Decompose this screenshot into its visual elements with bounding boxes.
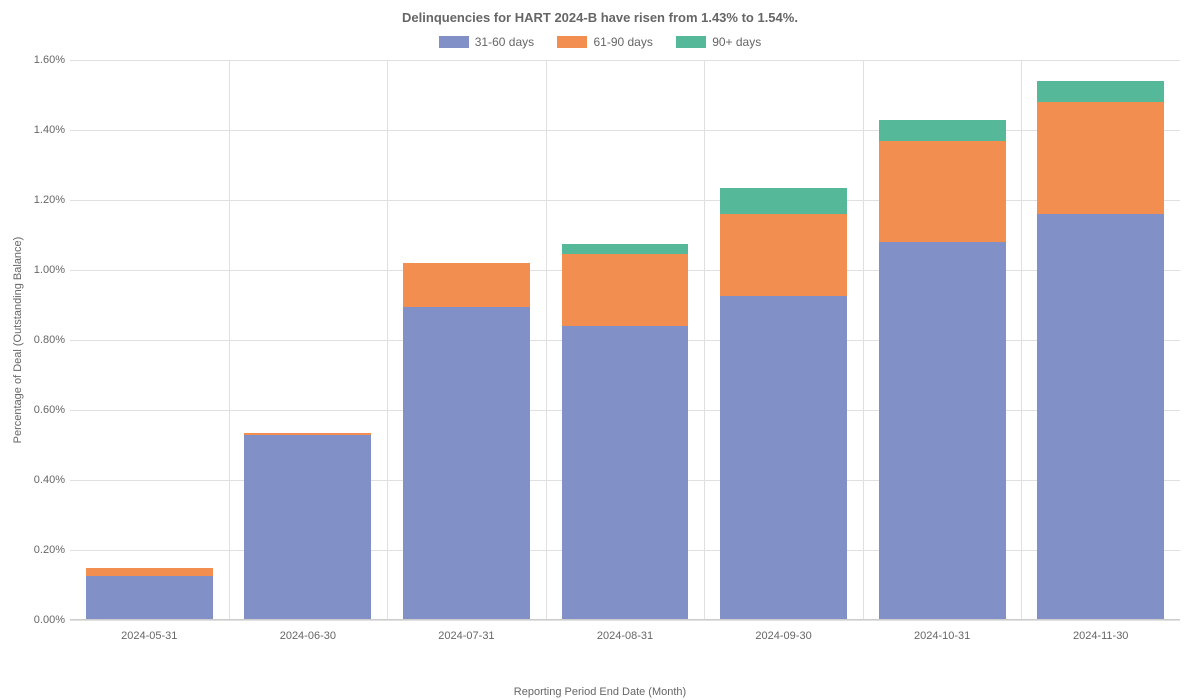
plot-area: 0.00%0.20%0.40%0.60%0.80%1.00%1.20%1.40%… [70, 60, 1180, 650]
x-tick-label: 2024-06-30 [280, 630, 336, 642]
y-tick-label: 1.60% [15, 54, 65, 66]
x-tick-label: 2024-08-31 [597, 630, 653, 642]
legend-label: 61-90 days [593, 35, 652, 49]
legend-swatch [557, 36, 587, 48]
y-tick-label: 0.80% [15, 334, 65, 346]
x-tick-label: 2024-07-31 [438, 630, 494, 642]
legend-item-31-60: 31-60 days [439, 35, 534, 49]
x-axis-label: Reporting Period End Date (Month) [0, 686, 1200, 698]
y-tick-label: 0.40% [15, 474, 65, 486]
y-tick-label: 0.60% [15, 404, 65, 416]
legend: 31-60 days 61-90 days 90+ days [0, 35, 1200, 51]
gridline [70, 620, 1180, 621]
y-tick-label: 1.00% [15, 264, 65, 276]
legend-label: 90+ days [712, 35, 761, 49]
x-tick-label: 2024-05-31 [121, 630, 177, 642]
legend-item-61-90: 61-90 days [557, 35, 652, 49]
y-tick-label: 0.00% [15, 614, 65, 626]
x-tick-label: 2024-10-31 [914, 630, 970, 642]
x-tick-label: 2024-09-30 [755, 630, 811, 642]
x-axis-line [70, 619, 1180, 620]
legend-item-90plus: 90+ days [676, 35, 761, 49]
chart-title: Delinquencies for HART 2024-B have risen… [0, 10, 1200, 25]
y-tick-label: 0.20% [15, 544, 65, 556]
legend-label: 31-60 days [475, 35, 534, 49]
y-tick-label: 1.20% [15, 194, 65, 206]
xticks-layer: 2024-05-312024-06-302024-07-312024-08-31… [70, 60, 1180, 620]
y-tick-label: 1.40% [15, 124, 65, 136]
legend-swatch [676, 36, 706, 48]
legend-swatch [439, 36, 469, 48]
x-tick-label: 2024-11-30 [1073, 630, 1128, 642]
